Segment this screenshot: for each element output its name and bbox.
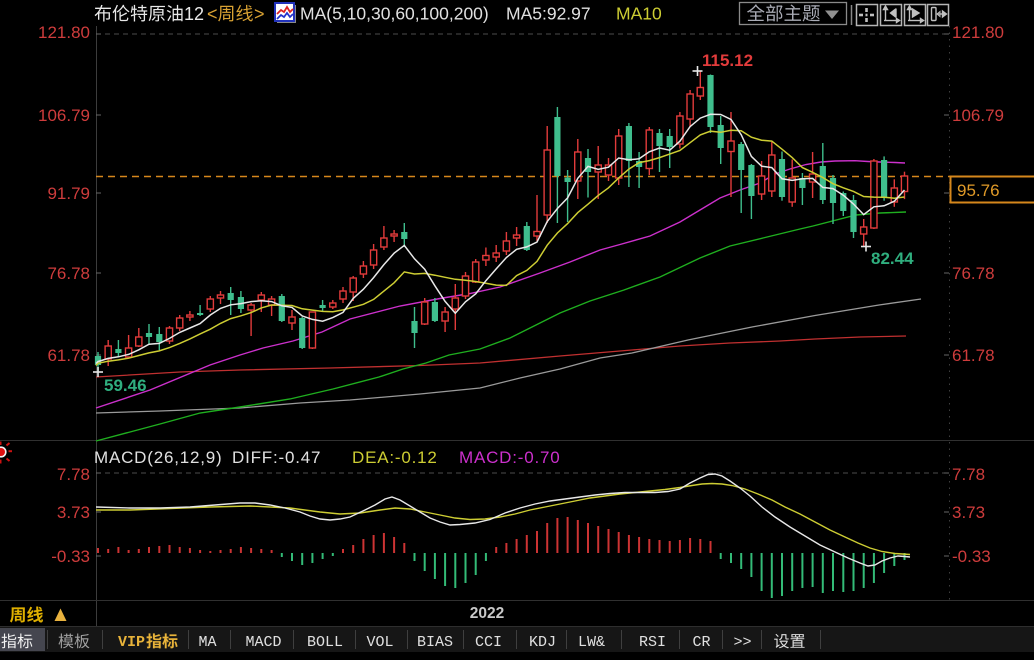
svg-text:VIP: VIP xyxy=(118,634,145,651)
svg-text:121.80: 121.80 xyxy=(952,23,1004,42)
svg-text:95.76: 95.76 xyxy=(957,181,1000,200)
svg-text:MACD: MACD xyxy=(245,634,281,651)
svg-text:VOL: VOL xyxy=(366,634,393,651)
svg-text:BIAS: BIAS xyxy=(417,634,453,651)
svg-text:3.73: 3.73 xyxy=(952,503,985,522)
svg-text:76.78: 76.78 xyxy=(952,264,995,283)
svg-text:KDJ: KDJ xyxy=(529,634,556,651)
svg-text:MA5:92.97: MA5:92.97 xyxy=(506,4,591,24)
svg-text:61.78: 61.78 xyxy=(952,346,995,365)
svg-text:-0.33: -0.33 xyxy=(952,547,991,566)
svg-text:61.78: 61.78 xyxy=(47,346,90,365)
svg-text:RSI: RSI xyxy=(639,634,666,651)
svg-text:2022: 2022 xyxy=(470,605,504,622)
svg-text:7.78: 7.78 xyxy=(952,465,985,484)
svg-text:MA(5,10,30,60,100,200): MA(5,10,30,60,100,200) xyxy=(300,4,489,24)
svg-text:121.80: 121.80 xyxy=(38,23,90,42)
svg-text:106.79: 106.79 xyxy=(952,106,1004,125)
svg-text:3.73: 3.73 xyxy=(57,503,90,522)
svg-text:MA10: MA10 xyxy=(616,4,662,24)
svg-text:DIFF:-0.47: DIFF:-0.47 xyxy=(232,448,321,467)
svg-text:<: < xyxy=(207,4,218,24)
svg-text:82.44: 82.44 xyxy=(871,249,914,268)
svg-text:>: > xyxy=(254,4,265,24)
svg-text:76.78: 76.78 xyxy=(47,264,90,283)
svg-text:7.78: 7.78 xyxy=(57,465,90,484)
svg-text:>>: >> xyxy=(733,634,751,651)
svg-text:115.12: 115.12 xyxy=(702,51,753,70)
svg-text:CCI: CCI xyxy=(475,634,502,651)
svg-text:BOLL: BOLL xyxy=(307,634,343,651)
svg-text:MACD:-0.70: MACD:-0.70 xyxy=(459,448,561,467)
svg-text:-0.33: -0.33 xyxy=(51,547,90,566)
svg-text:106.79: 106.79 xyxy=(38,106,90,125)
svg-text:LW&: LW& xyxy=(578,634,605,651)
svg-text:91.79: 91.79 xyxy=(47,184,90,203)
svg-text:59.46: 59.46 xyxy=(104,376,147,395)
svg-text:MA: MA xyxy=(198,634,216,651)
svg-text:DEA:-0.12: DEA:-0.12 xyxy=(352,448,438,467)
svg-text:12: 12 xyxy=(184,4,204,24)
svg-text:CR: CR xyxy=(692,634,710,651)
svg-text:MACD(26,12,9): MACD(26,12,9) xyxy=(94,448,223,467)
